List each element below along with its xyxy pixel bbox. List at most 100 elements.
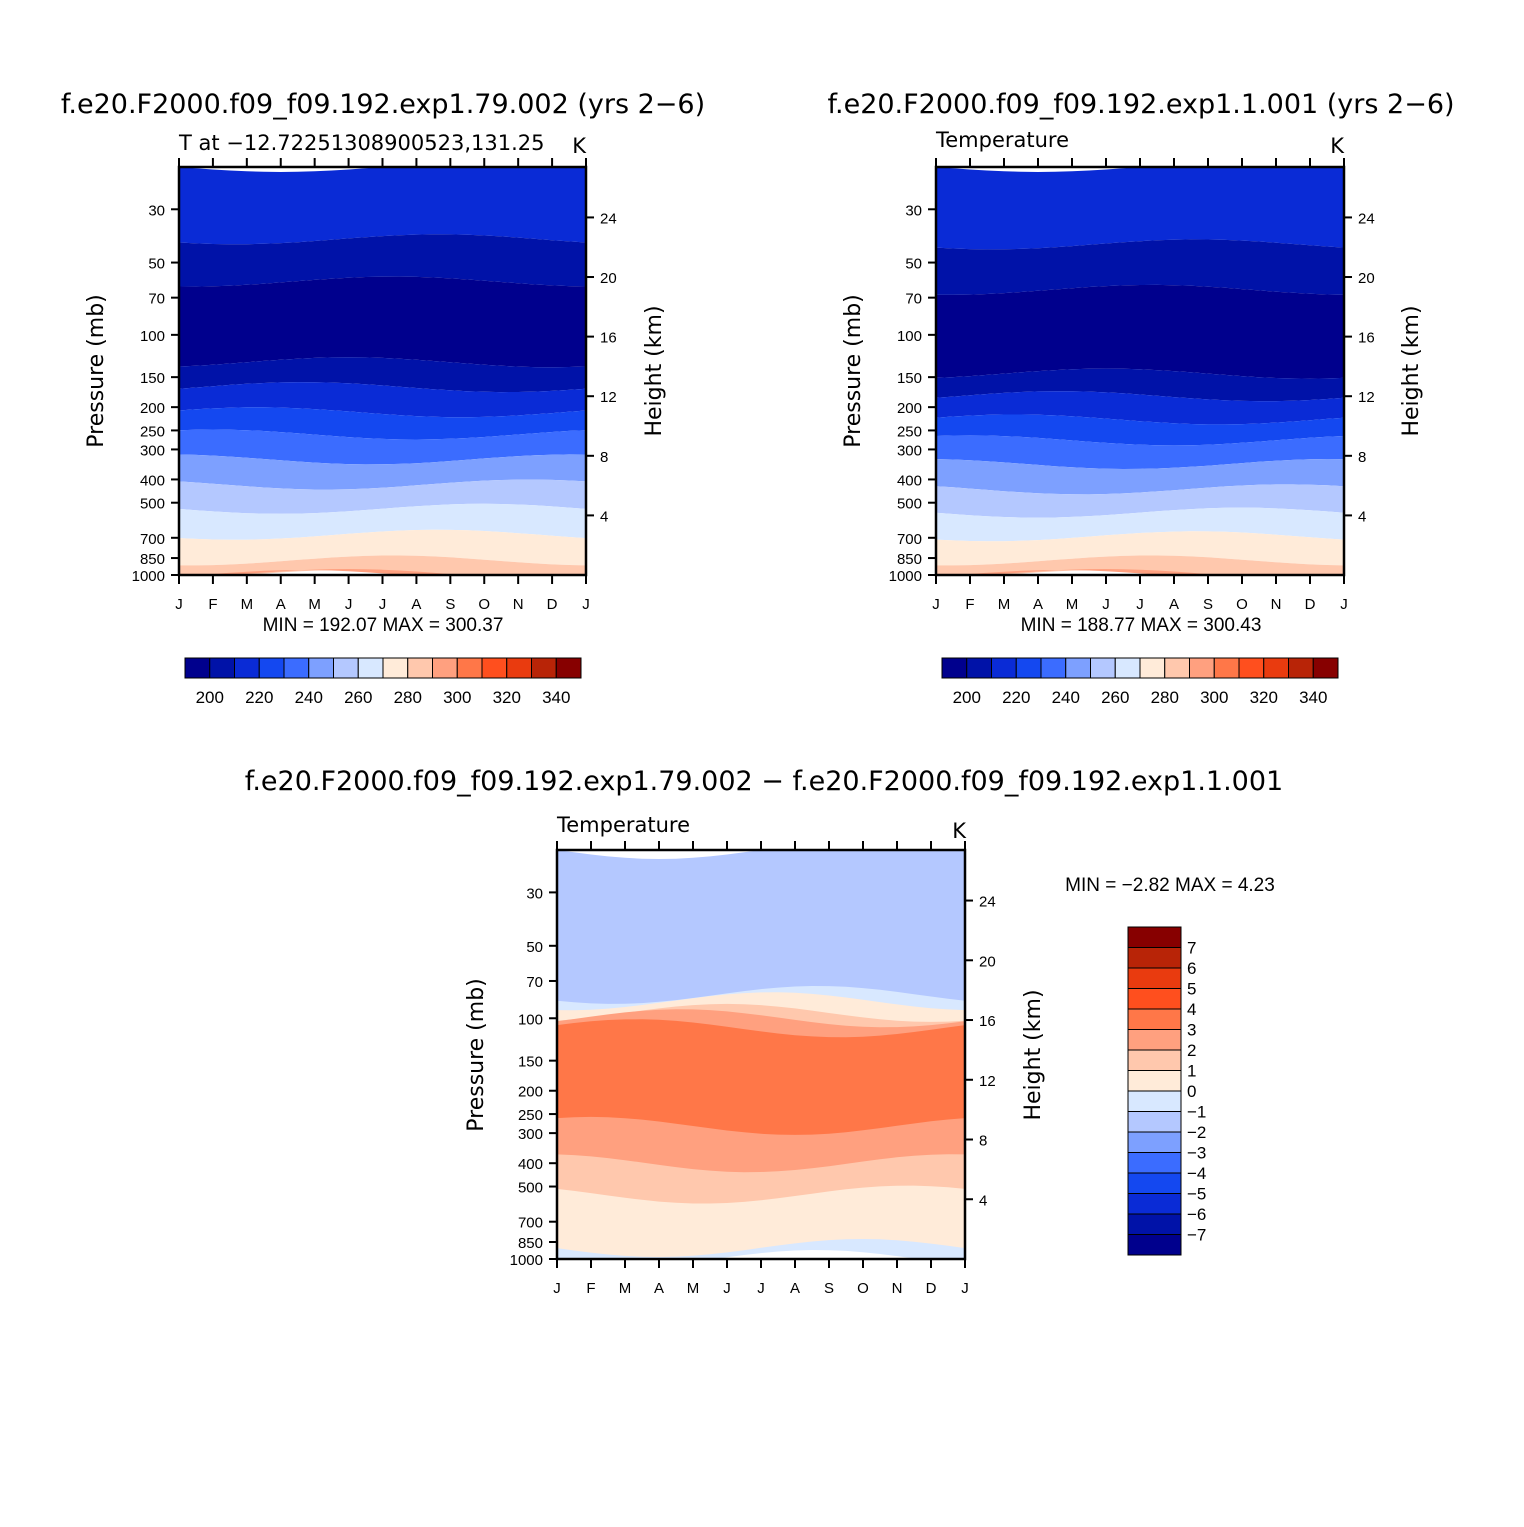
panel-1-contour-band — [179, 479, 586, 514]
panel-1-ylabel: Pressure (mb) — [84, 294, 109, 448]
panel-3-minmax: MIN = −2.82 MAX = 4.23 — [1065, 875, 1275, 896]
panel-1-contour-band — [179, 454, 586, 490]
colorbar-swatch — [1127, 988, 1182, 1010]
pressure-tick-label: 150 — [140, 370, 165, 387]
panel-2-contour-band — [936, 459, 1344, 495]
height-tick-label: 4 — [600, 508, 608, 525]
pressure-tick-label: 300 — [897, 442, 922, 459]
pressure-tick-label: 850 — [897, 551, 922, 568]
colorbar-swatch — [456, 657, 483, 679]
panel-2-colorbar: 200 220 240 260 280 300 320 340 — [941, 657, 1339, 707]
panel-2-contour-band — [936, 368, 1344, 402]
pressure-tick-label: 400 — [897, 472, 922, 489]
colorbar-swatch — [209, 657, 235, 679]
month-tick-label: F — [208, 596, 217, 613]
panel-3-ylabel-right: Height (km) — [1021, 989, 1046, 1120]
month-tick-label: F — [965, 596, 974, 613]
colorbar-swatch — [1065, 657, 1091, 679]
pressure-tick-label: 700 — [140, 531, 165, 548]
colorbar-swatch — [1127, 1090, 1182, 1112]
month-tick-label: J — [1340, 596, 1348, 613]
colorbar-swatch — [1263, 657, 1289, 679]
panel-2-contour-band — [936, 284, 1344, 379]
pressure-tick-label: 1000 — [132, 568, 165, 585]
pressure-tick-label: 500 — [140, 496, 165, 513]
panel-2-contour-band — [936, 531, 1344, 566]
panel-1-contour-band — [179, 276, 586, 368]
panel-2-height-axis: 4 8 12 16 20 24 — [1344, 210, 1375, 525]
colorbar-label: 200 — [953, 688, 981, 707]
month-tick-label: N — [892, 1280, 903, 1297]
month-tick-label: O — [1236, 596, 1248, 613]
colorbar-swatch — [1127, 1008, 1182, 1030]
panel-3-ylabel: Pressure (mb) — [464, 978, 489, 1132]
colorbar-label: −5 — [1187, 1185, 1206, 1204]
colorbar-swatch — [1189, 657, 1215, 679]
month-tick-label: J — [379, 596, 387, 613]
colorbar-swatch — [382, 657, 409, 679]
month-tick-label: M — [687, 1280, 700, 1297]
colorbar-label: 280 — [1151, 688, 1179, 707]
colorbar-label: 4 — [1187, 1000, 1196, 1019]
colorbar-label: 240 — [295, 688, 323, 707]
month-tick-label: S — [445, 596, 455, 613]
height-tick-label: 12 — [600, 389, 617, 406]
panel-2-plot-area — [934, 165, 1346, 577]
colorbar-label: 220 — [1002, 688, 1030, 707]
height-tick-label: 16 — [600, 330, 617, 347]
panel-2-contour-band — [936, 507, 1344, 542]
pressure-tick-label: 250 — [897, 423, 922, 440]
colorbar-swatch — [1127, 1049, 1182, 1071]
colorbar-swatch — [991, 657, 1017, 679]
panel-1-contour-band — [179, 429, 586, 465]
pressure-tick-label: 500 — [518, 1180, 543, 1197]
panel-3-units: K — [952, 819, 967, 843]
colorbar-label: 2 — [1187, 1041, 1196, 1060]
pressure-tick-label: 70 — [905, 291, 922, 308]
pressure-tick-label: 100 — [518, 1011, 543, 1028]
panel-1-contour-band — [179, 407, 586, 440]
panel-1-units: K — [572, 134, 587, 158]
colorbar-swatch — [1238, 657, 1265, 679]
pressure-tick-label: 70 — [148, 291, 165, 308]
colorbar-swatch — [481, 657, 508, 679]
month-tick-label: M — [308, 596, 321, 613]
height-tick-label: 12 — [1358, 389, 1375, 406]
colorbar-label: 6 — [1187, 959, 1196, 978]
month-tick-label: M — [619, 1280, 632, 1297]
month-tick-label: A — [790, 1280, 800, 1297]
colorbar-swatch — [1127, 967, 1182, 989]
month-tick-label: O — [857, 1280, 869, 1297]
month-tick-label: J — [553, 1280, 561, 1297]
panel-2-ylabel-right: Height (km) — [1399, 305, 1424, 436]
pressure-tick-label: 400 — [140, 472, 165, 489]
panel-1-contour-band — [179, 555, 586, 575]
colorbar-swatch — [1139, 657, 1166, 679]
pressure-tick-label: 70 — [526, 974, 543, 991]
pressure-tick-label: 500 — [897, 496, 922, 513]
panel-1-contour-band — [179, 503, 586, 540]
colorbar-swatch — [1288, 657, 1314, 679]
panel-1-contour-band — [179, 167, 586, 245]
month-tick-label: D — [926, 1280, 937, 1297]
panel-2-contour-band — [936, 435, 1344, 469]
pressure-tick-label: 200 — [897, 400, 922, 417]
height-tick-label: 12 — [979, 1073, 996, 1090]
colorbar-swatch — [506, 657, 532, 679]
height-tick-label: 24 — [979, 894, 996, 911]
month-tick-label: J — [1136, 596, 1144, 613]
colorbar-swatch — [1040, 657, 1067, 679]
panel-1-contour-band — [179, 529, 586, 566]
panel-2-contour-band — [936, 555, 1344, 575]
panel-1-height-axis: 4 8 12 16 20 24 — [586, 210, 617, 525]
panel-1-ylabel-right: Height (km) — [642, 305, 667, 436]
panel-1-contour-band — [179, 234, 586, 287]
colorbar-swatch — [1127, 1213, 1182, 1235]
colorbar-label: −7 — [1187, 1226, 1206, 1245]
colorbar-label: 260 — [1101, 688, 1129, 707]
